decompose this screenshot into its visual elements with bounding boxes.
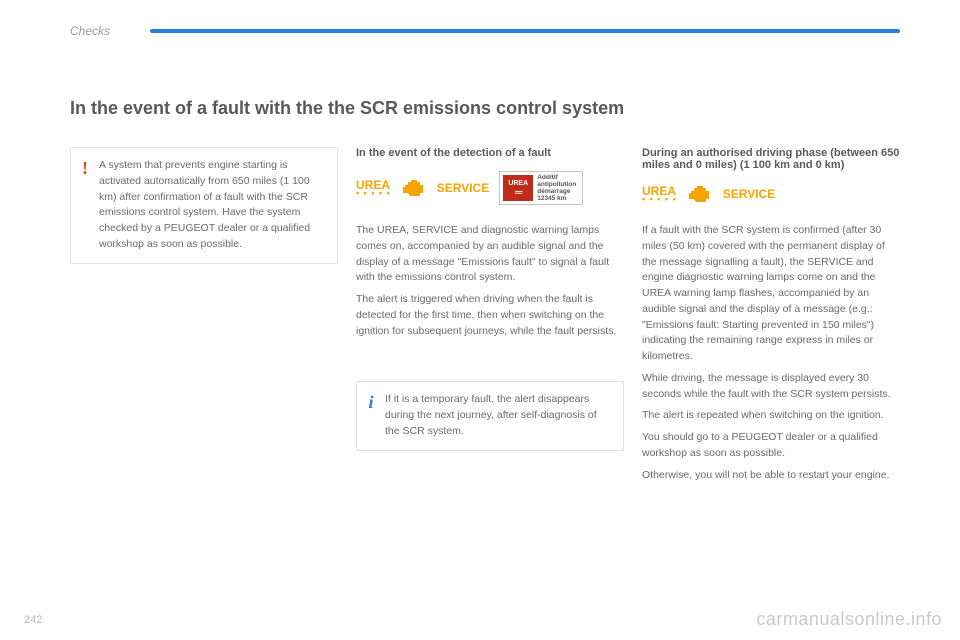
header-row: Checks	[70, 24, 900, 38]
mid-para2: The alert is triggered when driving when…	[356, 292, 624, 339]
engine-icon	[401, 177, 427, 199]
info-callout: i If it is a temporary fault, the alert …	[356, 381, 624, 450]
section-label: Checks	[70, 24, 110, 38]
column-middle: In the event of the detection of a fault…	[356, 147, 624, 489]
right-heading: During an authorised driving phase (betw…	[642, 147, 900, 171]
mid-heading: In the event of the detection of a fault	[356, 147, 624, 159]
lcd-display: UREA ≈≈ Additif antipollution démarrage …	[499, 171, 583, 205]
mid-body: The UREA, SERVICE and diagnostic warning…	[356, 223, 624, 339]
right-para5: Otherwise, you will not be able to resta…	[642, 468, 900, 484]
indicator-row-mid: UREA • • • • • SERVICE UREA ≈≈ Additif	[356, 171, 624, 205]
exclamation-icon: !	[71, 158, 99, 177]
wave-icon: ≈≈	[515, 189, 522, 197]
service-indicator: SERVICE	[437, 181, 489, 195]
indicator-row-right: UREA • • • • • SERVICE	[642, 183, 900, 205]
lcd-urea-icon: UREA ≈≈	[503, 175, 533, 201]
urea-indicator: UREA • • • • •	[356, 179, 391, 198]
lcd-line3: démarrage	[537, 188, 576, 195]
right-para4: You should go to a PEUGEOT dealer or a q…	[642, 430, 900, 462]
right-para1: If a fault with the SCR system is confir…	[642, 223, 900, 365]
info-text: If it is a temporary fault, the alert di…	[385, 392, 611, 439]
content-columns: ! A system that prevents engine starting…	[70, 147, 900, 489]
urea-indicator: UREA • • • • •	[642, 185, 677, 204]
right-body: If a fault with the SCR system is confir…	[642, 223, 900, 483]
lcd-line4: 12345 km	[537, 195, 576, 202]
lcd-line1: Additif	[537, 174, 576, 181]
warning-text: A system that prevents engine starting i…	[99, 158, 325, 253]
page-number: 242	[24, 614, 42, 626]
mid-para1: The UREA, SERVICE and diagnostic warning…	[356, 223, 624, 286]
right-para2: While driving, the message is displayed …	[642, 371, 900, 403]
page: Checks In the event of a fault with the …	[0, 0, 960, 640]
header-rule	[150, 29, 900, 33]
urea-dots: • • • • •	[356, 189, 391, 198]
urea-dots: • • • • •	[642, 195, 677, 204]
info-icon: i	[357, 392, 385, 411]
service-indicator: SERVICE	[723, 187, 775, 201]
lcd-pic-label: UREA	[508, 180, 528, 187]
warning-callout: ! A system that prevents engine starting…	[70, 147, 338, 264]
watermark: carmanualsonline.info	[756, 609, 942, 630]
column-left: ! A system that prevents engine starting…	[70, 147, 338, 489]
engine-icon	[687, 183, 713, 205]
lcd-line2: antipollution	[537, 181, 576, 188]
column-right: During an authorised driving phase (betw…	[642, 147, 900, 489]
page-title: In the event of a fault with the the SCR…	[70, 98, 900, 119]
right-para3: The alert is repeated when switching on …	[642, 408, 900, 424]
lcd-text: Additif antipollution démarrage 12345 km	[537, 174, 576, 203]
